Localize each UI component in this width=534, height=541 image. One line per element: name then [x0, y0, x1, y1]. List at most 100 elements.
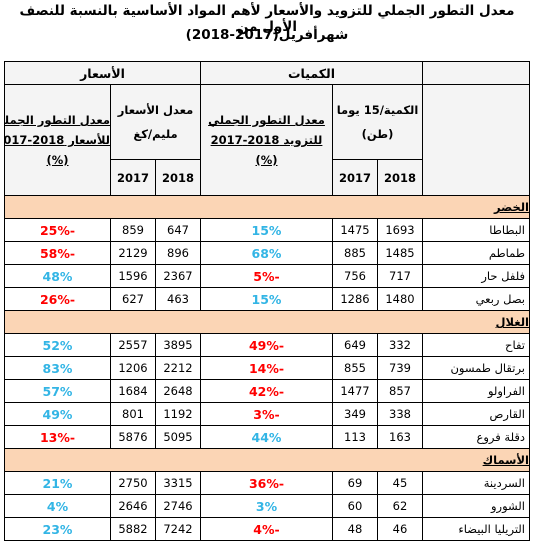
product-name: تفاح	[422, 333, 530, 357]
price-2017: 5882	[110, 517, 156, 541]
qty-2017: 60	[332, 494, 378, 518]
qty-2018: 1485	[377, 241, 423, 265]
table-row: تفاح 332 649 -49% 3895 2557 52%	[4, 333, 530, 357]
table-row: دقلة فروع 163 113 44% 5095 5876 -13%	[4, 425, 530, 449]
price-2018: 896	[155, 241, 201, 265]
product-name: القارص	[422, 402, 530, 426]
section-header: الغلال	[4, 310, 530, 334]
table-row: برتقال طمسون 739 855 -14% 2212 1206 83%	[4, 356, 530, 380]
qty-2017: 756	[332, 264, 378, 288]
supply-change: -42%	[200, 379, 333, 403]
price-2018: 2648	[155, 379, 201, 403]
qty-2017: 649	[332, 333, 378, 357]
qty-year-2018: 2018	[377, 159, 423, 196]
qty-2018: 1480	[377, 287, 423, 311]
table-row: طماطم 1485 885 68% 896 2129 -58%	[4, 241, 530, 265]
price-2017: 1684	[110, 379, 156, 403]
qty-2018: 739	[377, 356, 423, 380]
price-header-line2: مليم/كغ	[133, 127, 178, 141]
price-header-line1: معدل الأسعار	[117, 103, 194, 117]
supply-change: 15%	[200, 287, 333, 311]
qty-2017: 349	[332, 402, 378, 426]
price-2017: 2557	[110, 333, 156, 357]
qty-2018: 1693	[377, 218, 423, 242]
product-name: الفراولو	[422, 379, 530, 403]
price-2018: 647	[155, 218, 201, 242]
name-header-cell	[422, 84, 530, 196]
supply-rate-line2: للتزويد 2018-2017	[210, 133, 323, 147]
price-change: 48%	[4, 264, 111, 288]
qty-2018: 46	[377, 517, 423, 541]
supply-change: -36%	[200, 471, 333, 495]
price-year-2017: 2017	[110, 159, 156, 196]
table-row: الشورو 62 60 3% 2746 2646 4%	[4, 494, 530, 518]
price-rate-header: معدل التطور الجملي للأسعار 2018-2017 (%)	[4, 84, 111, 196]
qty-2018: 62	[377, 494, 423, 518]
product-name: الشورو	[422, 494, 530, 518]
qty-2017: 48	[332, 517, 378, 541]
qty-2018: 717	[377, 264, 423, 288]
qty-2017: 1477	[332, 379, 378, 403]
price-2018: 2212	[155, 356, 201, 380]
qty-2018: 338	[377, 402, 423, 426]
qty-2017: 885	[332, 241, 378, 265]
product-name: فلفل حار	[422, 264, 530, 288]
price-rate-line3: (%)	[46, 153, 69, 167]
qty-2017: 855	[332, 356, 378, 380]
section-title: الغلال	[495, 315, 529, 329]
product-name: البطاطا	[422, 218, 530, 242]
supply-change: 44%	[200, 425, 333, 449]
table-row: بصل ربعي 1480 1286 15% 463 627 -26%	[4, 287, 530, 311]
price-change: -58%	[4, 241, 111, 265]
section-title: الأسماك	[482, 453, 529, 467]
price-2018: 3895	[155, 333, 201, 357]
price-change: 4%	[4, 494, 111, 518]
price-change: -25%	[4, 218, 111, 242]
price-header: معدل الأسعار مليم/كغ	[110, 84, 201, 160]
supply-change: 15%	[200, 218, 333, 242]
qty-header-line2: (طن)	[361, 127, 394, 141]
supply-rate-line1: معدل التطور الجملي	[208, 113, 325, 127]
price-2018: 7242	[155, 517, 201, 541]
price-2018: 2367	[155, 264, 201, 288]
price-2017: 2646	[110, 494, 156, 518]
price-2018: 3315	[155, 471, 201, 495]
price-rate-line2: للأسعار 2018-2017	[4, 133, 110, 147]
price-2017: 2750	[110, 471, 156, 495]
price-2017: 1596	[110, 264, 156, 288]
supply-change: -14%	[200, 356, 333, 380]
qty-2018: 332	[377, 333, 423, 357]
qty-2017: 69	[332, 471, 378, 495]
price-change: -26%	[4, 287, 111, 311]
price-change: 21%	[4, 471, 111, 495]
supply-change: -4%	[200, 517, 333, 541]
qty-2017: 1475	[332, 218, 378, 242]
price-2017: 1206	[110, 356, 156, 380]
supply-change: -5%	[200, 264, 333, 288]
qty-year-2017: 2017	[332, 159, 378, 196]
qty-2017: 113	[332, 425, 378, 449]
supply-change: -49%	[200, 333, 333, 357]
price-change: -13%	[4, 425, 111, 449]
product-name: بصل ربعي	[422, 287, 530, 311]
qty-header-line1: الكمية/15 يوما	[336, 103, 419, 117]
price-2017: 801	[110, 402, 156, 426]
table-row: القارص 338 349 -3% 1192 801 49%	[4, 402, 530, 426]
quantities-header: الكميات	[200, 61, 423, 85]
price-2018: 1192	[155, 402, 201, 426]
price-2017: 859	[110, 218, 156, 242]
price-change: 83%	[4, 356, 111, 380]
price-change: 57%	[4, 379, 111, 403]
qty-2018: 45	[377, 471, 423, 495]
price-change: 49%	[4, 402, 111, 426]
qty-header: الكمية/15 يوما (طن)	[332, 84, 423, 160]
qty-2018: 163	[377, 425, 423, 449]
price-2018: 463	[155, 287, 201, 311]
qty-2018: 857	[377, 379, 423, 403]
supply-change: -3%	[200, 402, 333, 426]
section-header: الأسماك	[4, 448, 530, 472]
price-rate-line1: معدل التطور الجملي	[4, 113, 110, 127]
page-title: معدل التطور الجملي للتزويد والأسعار لأهم…	[19, 3, 515, 35]
supply-rate-header: معدل التطور الجملي للتزويد 2018-2017 (%)	[200, 84, 333, 196]
product-name: برتقال طمسون	[422, 356, 530, 380]
